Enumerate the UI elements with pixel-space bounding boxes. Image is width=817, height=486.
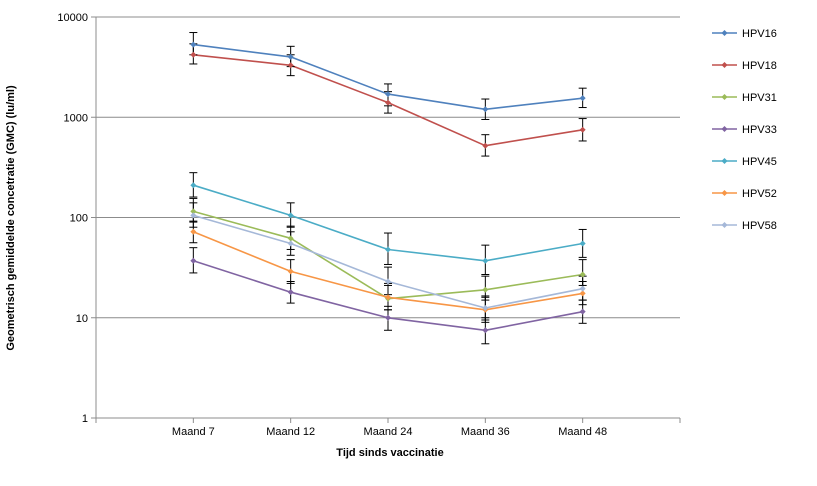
legend-marker <box>721 126 728 132</box>
data-point-hpv52 <box>385 294 391 301</box>
y-axis-title: Geometrisch gemiddelde concetratie (GMC)… <box>5 85 17 351</box>
y-tick-label: 100 <box>70 213 88 225</box>
data-point-hpv58 <box>190 212 197 219</box>
legend-label-hpv16: HPV16 <box>742 28 777 40</box>
data-point-hpv18 <box>385 99 391 106</box>
grid-lines <box>96 16 680 419</box>
data-point-hpv16 <box>190 41 197 48</box>
y-tick-label: 10000 <box>57 12 88 24</box>
plot-frame <box>91 16 681 423</box>
data-point-hpv58 <box>482 305 489 312</box>
y-tick-label: 10 <box>76 313 88 325</box>
x-tick-label: Maand 7 <box>172 426 215 438</box>
data-point-hpv52 <box>190 228 197 235</box>
data-point-hpv31 <box>482 286 489 293</box>
legend-marker <box>721 222 728 228</box>
legend-label-hpv52: HPV52 <box>742 188 777 200</box>
data-point-hpv45 <box>287 212 294 219</box>
series-markers <box>190 41 586 334</box>
legend-marker <box>721 158 728 164</box>
data-point-hpv58 <box>579 285 586 292</box>
x-axis-title: Tijd sinds vaccinatie <box>336 447 443 459</box>
data-point-hpv16 <box>287 53 294 60</box>
y-tick-label: 1 <box>82 413 88 425</box>
x-tick-label: Maand 48 <box>558 426 607 438</box>
data-point-hpv16 <box>385 91 391 98</box>
legend-label-hpv45: HPV45 <box>742 156 777 168</box>
legend: HPV16 HPV18 HPV31 HPV33 HPV45 HPV52 HPV58 <box>712 28 777 232</box>
data-point-hpv33 <box>579 308 586 315</box>
legend-label-hpv33: HPV33 <box>742 124 777 136</box>
data-point-hpv58 <box>287 240 294 247</box>
data-point-hpv18 <box>190 51 197 58</box>
data-point-hpv31 <box>287 235 294 242</box>
data-point-hpv16 <box>482 106 489 113</box>
data-point-hpv18 <box>579 126 586 133</box>
data-point-hpv52 <box>287 268 294 275</box>
data-point-hpv33 <box>482 327 489 334</box>
legend-label-hpv58: HPV58 <box>742 220 777 232</box>
data-point-hpv45 <box>579 240 586 247</box>
x-tick-label: Maand 36 <box>461 426 510 438</box>
legend-marker <box>721 190 728 196</box>
data-point-hpv33 <box>190 257 197 264</box>
x-tick-label: Maand 24 <box>364 426 413 438</box>
x-tick-label: Maand 12 <box>266 426 315 438</box>
data-point-hpv31 <box>579 271 586 278</box>
legend-label-hpv31: HPV31 <box>742 92 777 104</box>
legend-marker <box>721 62 728 68</box>
data-point-hpv45 <box>190 182 197 189</box>
data-point-hpv16 <box>579 95 586 102</box>
data-point-hpv45 <box>385 246 391 253</box>
legend-marker <box>721 30 728 36</box>
data-point-hpv33 <box>385 314 391 321</box>
y-tick-labels: 1 10 100 1000 10000 <box>57 12 88 425</box>
data-point-hpv33 <box>287 289 294 296</box>
data-point-hpv18 <box>482 142 489 149</box>
legend-label-hpv18: HPV18 <box>742 60 777 72</box>
data-point-hpv18 <box>287 62 294 69</box>
data-point-hpv31 <box>190 208 197 215</box>
data-point-hpv58 <box>385 278 391 285</box>
data-point-hpv52 <box>579 290 586 297</box>
y-tick-label: 1000 <box>64 112 88 124</box>
data-point-hpv45 <box>482 257 489 264</box>
legend-marker <box>721 94 728 100</box>
x-tick-labels: Maand 7 Maand 12 Maand 24 Maand 36 Maand 48 <box>172 426 607 438</box>
